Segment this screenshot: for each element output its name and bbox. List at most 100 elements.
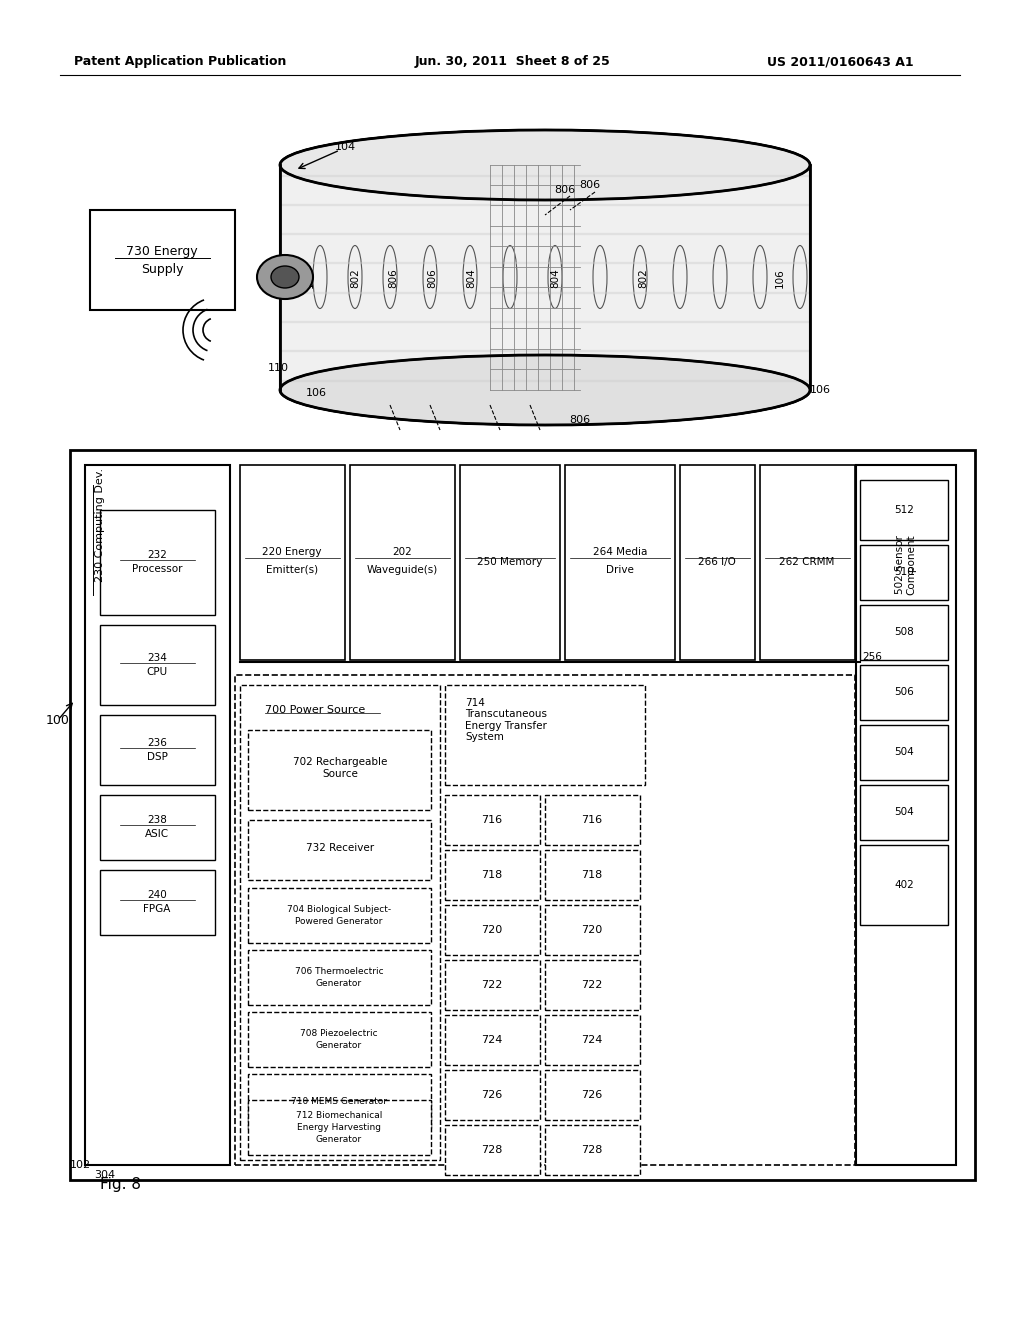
Text: 102: 102	[70, 1160, 90, 1170]
Text: DSP: DSP	[146, 752, 168, 762]
Text: 722: 722	[582, 979, 603, 990]
Bar	[248, 1100, 431, 1155]
Text: Drive: Drive	[606, 565, 634, 576]
Text: 510: 510	[894, 568, 913, 577]
Text: 706 Thermoelectric: 706 Thermoelectric	[295, 966, 383, 975]
Bar	[100, 715, 215, 785]
Text: 108: 108	[305, 268, 315, 288]
Bar	[248, 730, 431, 810]
Text: 234: 234	[147, 653, 167, 663]
Bar	[85, 465, 230, 1166]
Bar	[248, 950, 431, 1005]
Text: 726: 726	[481, 1090, 503, 1100]
Bar	[90, 210, 234, 310]
Text: 202: 202	[392, 546, 412, 557]
Bar	[545, 795, 640, 845]
Bar	[100, 510, 215, 615]
Text: 506: 506	[894, 686, 913, 697]
Text: Powered Generator: Powered Generator	[295, 916, 383, 925]
Bar	[70, 450, 975, 1180]
Text: 806: 806	[580, 180, 600, 190]
Text: Supply: Supply	[140, 264, 183, 276]
Bar	[240, 685, 440, 1160]
Text: 724: 724	[582, 1035, 603, 1045]
Text: 236: 236	[147, 738, 167, 748]
Text: 730 Energy: 730 Energy	[126, 246, 198, 259]
Text: Jun. 30, 2011  Sheet 8 of 25: Jun. 30, 2011 Sheet 8 of 25	[414, 55, 610, 69]
Bar	[860, 665, 948, 719]
Bar	[445, 850, 540, 900]
Text: 806: 806	[554, 185, 575, 195]
Bar	[856, 465, 956, 1166]
Text: 232: 232	[147, 550, 167, 560]
Bar	[545, 1071, 640, 1119]
Bar	[234, 675, 855, 1166]
Text: CPU: CPU	[146, 667, 168, 677]
Bar	[445, 1071, 540, 1119]
Ellipse shape	[280, 355, 810, 425]
Bar	[545, 1015, 640, 1065]
Text: 806: 806	[427, 268, 437, 288]
Text: 802: 802	[638, 268, 648, 288]
Bar	[445, 960, 540, 1010]
Text: 720: 720	[481, 925, 503, 935]
Bar	[248, 888, 431, 942]
Text: 512: 512	[894, 506, 914, 515]
Text: 726: 726	[582, 1090, 603, 1100]
Bar	[248, 1012, 431, 1067]
Text: Fig. 8: Fig. 8	[99, 1177, 140, 1192]
Text: 722: 722	[481, 979, 503, 990]
Text: Generator: Generator	[316, 1134, 362, 1143]
Text: 806: 806	[569, 414, 591, 425]
Bar	[860, 480, 948, 540]
Text: Processor: Processor	[132, 564, 182, 574]
Text: Patent Application Publication: Patent Application Publication	[74, 55, 286, 69]
Bar	[100, 870, 215, 935]
Bar	[460, 465, 560, 660]
Bar	[760, 465, 855, 660]
Text: 700 Power Source: 700 Power Source	[265, 705, 366, 715]
Text: 304: 304	[94, 1170, 116, 1180]
Text: 714
Transcutaneous
Energy Transfer
System: 714 Transcutaneous Energy Transfer Syste…	[465, 697, 547, 742]
Text: 250 Memory: 250 Memory	[477, 557, 543, 568]
Bar	[545, 960, 640, 1010]
Bar	[445, 1015, 540, 1065]
Text: Emitter(s): Emitter(s)	[266, 565, 318, 576]
Text: 264 Media: 264 Media	[593, 546, 647, 557]
Bar	[100, 624, 215, 705]
Text: Generator: Generator	[316, 1040, 362, 1049]
Text: 712 Biomechanical: 712 Biomechanical	[296, 1110, 382, 1119]
Text: 104: 104	[335, 143, 355, 152]
Text: 716: 716	[481, 814, 503, 825]
Text: 806: 806	[388, 268, 398, 288]
Text: 256: 256	[862, 652, 882, 663]
Text: 718: 718	[582, 870, 603, 880]
Text: 702 Rechargeable
Source: 702 Rechargeable Source	[293, 758, 387, 779]
Text: 504: 504	[894, 807, 913, 817]
Bar	[680, 465, 755, 660]
Text: Waveguide(s): Waveguide(s)	[367, 565, 437, 576]
Text: 716: 716	[582, 814, 602, 825]
Bar	[445, 1125, 540, 1175]
Text: 718: 718	[481, 870, 503, 880]
Bar	[350, 465, 455, 660]
Bar	[445, 906, 540, 954]
Bar	[860, 845, 948, 925]
Bar	[860, 785, 948, 840]
Text: 802: 802	[350, 268, 360, 288]
Bar	[248, 1074, 431, 1129]
Bar	[545, 1125, 640, 1175]
Bar	[545, 906, 640, 954]
Text: 720: 720	[582, 925, 603, 935]
Text: 710 MEMS Generator: 710 MEMS Generator	[291, 1097, 387, 1106]
Bar	[545, 850, 640, 900]
Text: 238: 238	[147, 814, 167, 825]
Text: 708 Piezoelectric: 708 Piezoelectric	[300, 1028, 378, 1038]
Ellipse shape	[257, 255, 313, 300]
Text: Generator: Generator	[316, 978, 362, 987]
Text: 106: 106	[775, 268, 785, 288]
Bar	[248, 820, 431, 880]
Text: 262 CRMM: 262 CRMM	[779, 557, 835, 568]
Text: 402: 402	[894, 880, 913, 890]
Text: 732 Receiver: 732 Receiver	[306, 843, 374, 853]
